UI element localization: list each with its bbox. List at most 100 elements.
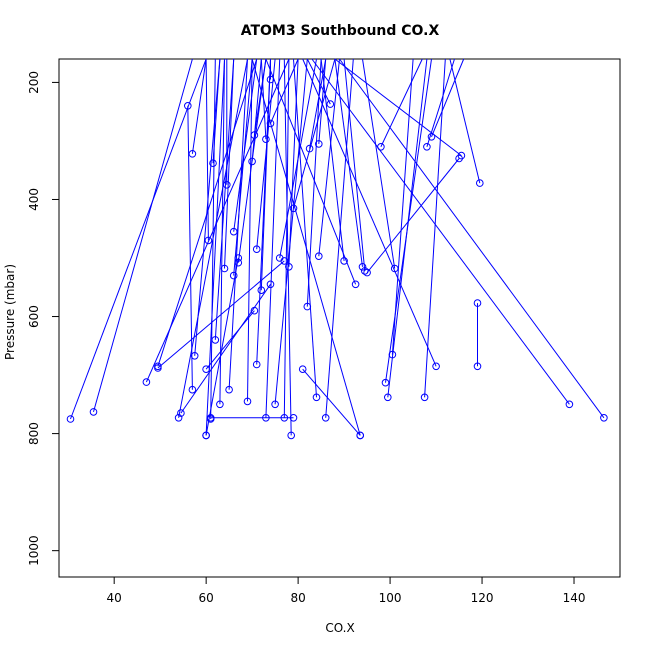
data-point: [188, 150, 197, 158]
series-line-54: [424, 58, 446, 398]
y-tick-label: 800: [27, 422, 41, 445]
data-point: [257, 286, 266, 295]
x-axis-label: CO.X: [325, 621, 354, 635]
data-point: [358, 263, 367, 271]
series-line-60: [449, 58, 481, 184]
data-point: [252, 245, 261, 253]
data-point: [423, 143, 431, 151]
data-point: [351, 280, 360, 289]
series-line-67: [302, 368, 361, 436]
data-point: [177, 409, 185, 417]
series-line-39: [293, 58, 317, 398]
series-line-46: [251, 58, 361, 436]
data-point: [266, 119, 275, 128]
series-line-14: [219, 58, 225, 405]
series-line-2: [93, 58, 193, 413]
data-point: [280, 257, 289, 265]
data-point: [287, 431, 296, 440]
data-point: [326, 100, 335, 108]
series-line-8: [191, 58, 207, 154]
series-line-53: [362, 58, 396, 269]
data-point: [252, 360, 261, 369]
series-line-56: [431, 58, 465, 137]
series-line-11: [210, 58, 216, 420]
series-line-13: [214, 58, 235, 340]
data-point: [476, 179, 484, 187]
series-line-6: [187, 105, 193, 390]
series-line-26: [260, 58, 271, 291]
data-point: [312, 393, 321, 402]
data-point: [289, 414, 298, 422]
series-line-18: [233, 58, 253, 276]
series-line-31: [274, 58, 308, 405]
series-line-57: [302, 58, 437, 367]
data-point: [321, 414, 330, 422]
data-point: [229, 227, 238, 236]
series-line-10: [205, 58, 209, 241]
series-line-22: [251, 58, 262, 162]
data-point: [427, 133, 436, 141]
data-point: [356, 431, 365, 440]
series-line-33: [283, 58, 290, 418]
data-point: [473, 299, 482, 307]
data-point: [234, 254, 243, 262]
series-line-62: [339, 58, 605, 419]
data-point: [298, 365, 307, 374]
data-point: [315, 140, 323, 148]
series-line-68: [205, 257, 239, 436]
series-line-1: [70, 58, 207, 420]
series-line-27: [265, 58, 281, 418]
data-point: [220, 264, 229, 273]
data-point: [565, 400, 574, 409]
data-point: [455, 154, 463, 163]
plot-area: [66, 58, 608, 440]
series-line-30: [270, 58, 299, 124]
series-line-12: [212, 58, 221, 164]
data-point: [262, 135, 270, 143]
data-point: [248, 157, 256, 166]
x-tick-label: 80: [290, 591, 305, 605]
data-point: [363, 268, 371, 277]
y-tick-label: 400: [27, 188, 41, 211]
data-point: [211, 336, 220, 344]
series-line-35: [283, 58, 292, 436]
x-tick-label: 120: [471, 591, 494, 605]
data-point: [315, 252, 323, 261]
series-line-7: [194, 58, 221, 356]
series-line-66: [366, 158, 460, 273]
chart-title: ATOM3 Southbound CO.X: [241, 23, 440, 39]
series-line-34: [288, 58, 299, 267]
y-tick-label: 200: [27, 71, 41, 94]
data-point: [384, 393, 392, 402]
data-point: [66, 415, 75, 423]
data-point: [209, 159, 217, 167]
data-point: [340, 257, 348, 265]
data-point: [289, 204, 298, 213]
data-point: [206, 414, 215, 422]
x-tick-label: 60: [199, 591, 214, 605]
data-point: [432, 362, 440, 371]
series-line-44: [320, 58, 345, 261]
series-line-47: [334, 58, 363, 267]
data-point: [285, 263, 293, 271]
series-line-21: [247, 58, 253, 402]
series-line-63: [180, 284, 271, 414]
data-point: [420, 393, 429, 402]
y-tick-label: 600: [27, 305, 41, 328]
x-axis: 40 60 80 100 120 140: [107, 577, 585, 605]
data-point: [225, 385, 233, 394]
y-tick-label: 1000: [27, 535, 41, 566]
data-point: [142, 378, 151, 386]
data-point: [89, 408, 98, 416]
data-point: [250, 131, 259, 139]
series-line-37: [306, 58, 322, 307]
data-point: [184, 102, 192, 110]
data-point: [600, 414, 608, 422]
series-line-65: [205, 310, 255, 370]
data-point: [202, 365, 210, 374]
data-point: [305, 144, 314, 153]
data-point: [381, 378, 390, 387]
